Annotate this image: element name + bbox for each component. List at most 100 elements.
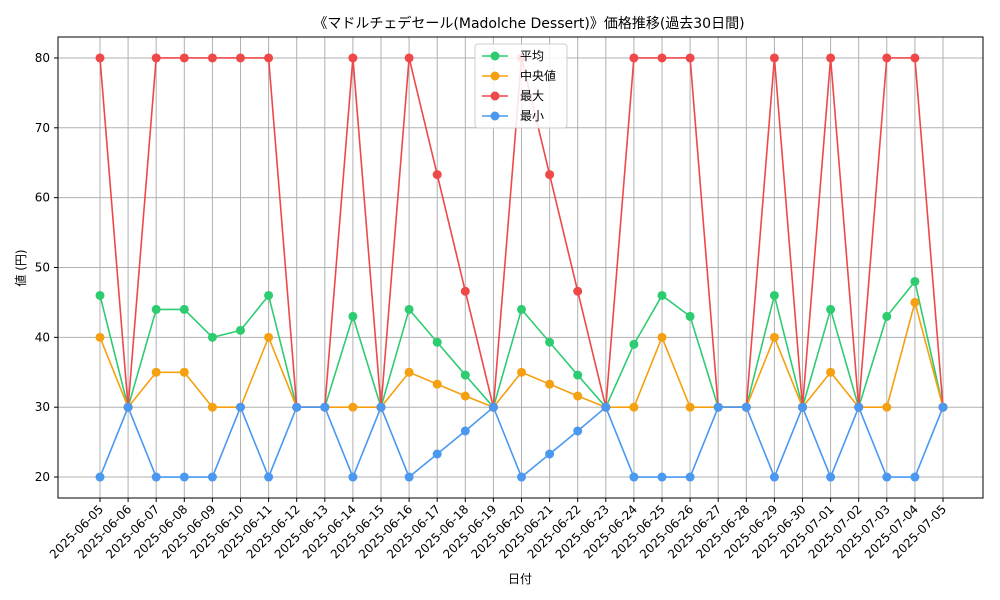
data-point <box>460 286 470 296</box>
y-tick-label: 50 <box>35 261 50 275</box>
data-point <box>404 367 414 377</box>
legend-marker <box>490 111 500 121</box>
data-point <box>882 53 892 63</box>
data-point <box>348 311 358 321</box>
data-point <box>460 426 470 436</box>
data-point <box>826 367 836 377</box>
y-tick-label: 80 <box>35 51 50 65</box>
data-point <box>573 391 583 401</box>
data-point <box>573 370 583 380</box>
data-point <box>179 472 189 482</box>
data-point <box>713 402 723 412</box>
data-point <box>769 53 779 63</box>
data-point <box>910 276 920 286</box>
legend-label: 中央値 <box>520 68 556 83</box>
data-point <box>826 53 836 63</box>
data-point <box>685 402 695 412</box>
data-point <box>236 325 245 335</box>
legend-marker <box>490 71 500 81</box>
y-tick-label: 60 <box>35 191 50 205</box>
y-tick-label: 30 <box>35 400 50 414</box>
data-point <box>882 472 892 482</box>
data-point <box>910 297 920 307</box>
data-point <box>460 391 470 401</box>
legend-marker <box>490 51 500 61</box>
data-point <box>207 53 217 63</box>
data-point <box>236 53 245 63</box>
data-point <box>826 304 836 314</box>
data-point <box>348 53 358 63</box>
data-point <box>264 472 274 482</box>
data-point <box>460 370 470 380</box>
data-point <box>910 472 920 482</box>
data-point <box>657 290 667 300</box>
data-point <box>151 367 161 377</box>
data-point <box>854 402 864 412</box>
chart-title: 《マドルチェデセール(Madolche Dessert)》価格推移(過去30日間… <box>313 15 744 32</box>
data-point <box>882 311 892 321</box>
data-point <box>573 426 583 436</box>
x-axis-label: 日付 <box>508 572 532 586</box>
data-point <box>95 53 105 63</box>
legend-frame <box>474 43 568 129</box>
data-point <box>629 402 639 412</box>
y-tick-label: 70 <box>35 121 50 135</box>
data-point <box>488 402 498 412</box>
data-point <box>910 53 920 63</box>
data-point <box>348 402 358 412</box>
data-point <box>657 332 667 342</box>
data-point <box>601 402 611 412</box>
data-point <box>95 290 105 300</box>
data-point <box>432 170 442 180</box>
legend-label: 平均 <box>520 49 544 63</box>
data-point <box>545 170 555 180</box>
grid <box>58 37 983 498</box>
y-axis-label: 値 (円) <box>13 249 28 286</box>
data-point <box>264 53 274 63</box>
data-point <box>207 402 217 412</box>
data-point <box>320 402 330 412</box>
data-point <box>292 402 302 412</box>
legend-label: 最大 <box>520 89 544 103</box>
data-point <box>151 472 161 482</box>
data-point <box>657 472 667 482</box>
data-point <box>404 53 414 63</box>
data-point <box>629 339 639 349</box>
data-point <box>348 472 358 482</box>
data-point <box>657 53 667 63</box>
data-point <box>151 304 161 314</box>
data-point <box>151 53 161 63</box>
legend-marker <box>490 91 500 101</box>
data-point <box>207 332 217 342</box>
data-point <box>545 379 555 389</box>
data-point <box>685 472 695 482</box>
x-axis: 2025-06-052025-06-062025-06-072025-06-08… <box>47 498 949 561</box>
data-point <box>179 304 189 314</box>
y-tick-label: 40 <box>35 330 50 344</box>
data-point <box>629 53 639 63</box>
data-point <box>882 402 892 412</box>
data-point <box>517 304 526 314</box>
data-point <box>545 337 555 347</box>
y-tick-label: 20 <box>35 470 50 484</box>
data-point <box>741 402 751 412</box>
data-point <box>376 402 386 412</box>
legend-label: 最小 <box>520 109 544 123</box>
data-point <box>432 337 442 347</box>
data-point <box>938 402 948 412</box>
data-point <box>123 402 133 412</box>
data-point <box>95 332 105 342</box>
data-point <box>95 472 105 482</box>
data-point <box>179 53 189 63</box>
data-point <box>236 402 245 412</box>
y-axis: 20 30 40 50 60 70 80 <box>35 51 58 484</box>
data-point <box>207 472 217 482</box>
data-point <box>573 286 583 296</box>
data-point <box>798 402 807 412</box>
data-point <box>685 311 695 321</box>
data-point <box>769 290 779 300</box>
data-point <box>545 449 555 459</box>
data-point <box>432 449 442 459</box>
